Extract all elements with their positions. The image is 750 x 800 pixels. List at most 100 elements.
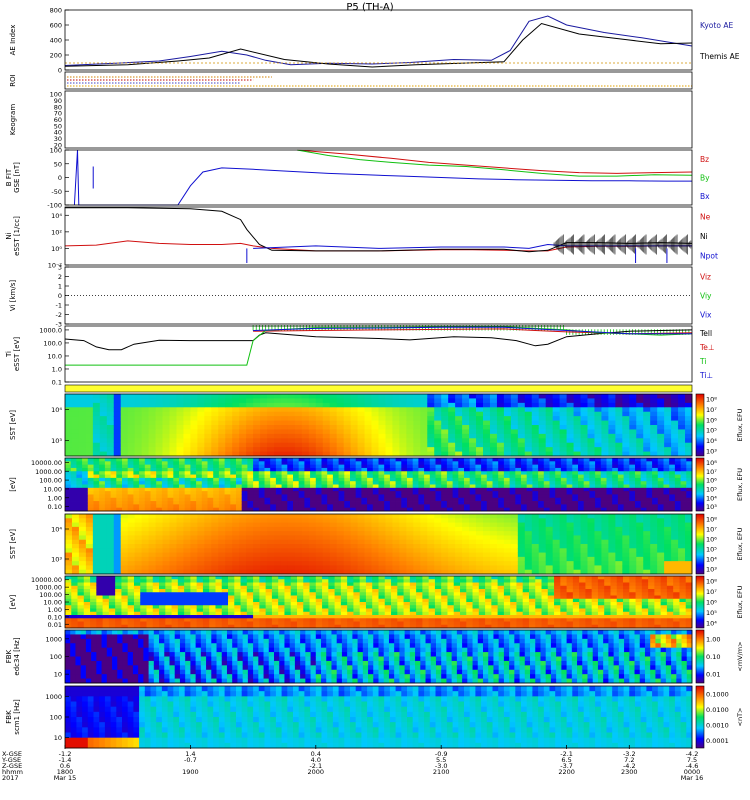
esa_elec-cell xyxy=(71,621,78,626)
esa_ion-cell xyxy=(275,464,282,469)
esa_ion-cell xyxy=(686,481,693,485)
sst_ion-cell xyxy=(503,433,512,439)
esa_elec-cell xyxy=(322,579,329,583)
esa_ion-cell xyxy=(595,471,602,475)
sst_elec-cell xyxy=(608,518,616,523)
sst_elec-cell xyxy=(371,569,379,575)
sst_elec-cell xyxy=(503,531,512,536)
sst_ion-cell xyxy=(371,398,379,404)
esa_ion-cell xyxy=(600,504,607,509)
sst_ion-cell xyxy=(253,429,261,435)
sst_elec-cell xyxy=(664,514,672,519)
sst_elec-cell xyxy=(392,569,400,575)
sst_elec-cell xyxy=(294,522,303,528)
sst_elec-cell xyxy=(378,565,386,571)
sst_elec-cell xyxy=(685,561,693,566)
sst_ion-cell xyxy=(92,425,101,430)
esa_ion-cell xyxy=(452,494,459,499)
sst_elec-cell xyxy=(496,565,505,571)
esa_ion-cell xyxy=(99,481,106,485)
esa_elec-cell xyxy=(221,598,229,603)
esa_ion-cell xyxy=(389,471,396,475)
esa_elec-cell xyxy=(102,579,110,583)
esa_elec-cell xyxy=(215,611,223,616)
esa_ion-cell xyxy=(127,481,134,485)
sst_ion-cell xyxy=(232,407,240,413)
sst_ion-cell xyxy=(573,416,581,421)
sst_elec-cell xyxy=(664,565,672,571)
sst_ion-cell xyxy=(622,442,630,448)
esa_ion-cell xyxy=(458,477,465,482)
sst_elec-cell xyxy=(350,548,358,553)
sst_ion-cell xyxy=(427,425,435,430)
esa_ion-cell xyxy=(201,501,208,505)
esa_ion-cell xyxy=(384,461,391,466)
sst_elec-cell xyxy=(322,514,331,519)
esa_ion-cell xyxy=(327,481,334,485)
esa_elec-cell xyxy=(328,579,336,583)
esa_elec-cell xyxy=(177,576,185,580)
esa_elec-cell xyxy=(246,592,254,596)
sst_elec-cell xyxy=(455,565,463,571)
esa_ion-cell xyxy=(372,507,379,512)
sst_elec-cell xyxy=(322,535,331,541)
esa_ion-cell xyxy=(350,484,357,489)
sst_ion-cell xyxy=(183,438,191,444)
sst_ion-cell xyxy=(594,407,602,413)
sst_ion-cell xyxy=(378,433,386,439)
sst_elec-cell xyxy=(427,544,435,549)
sst_ion-cell xyxy=(232,433,240,439)
esa_ion-cell xyxy=(418,477,425,482)
esa_ion-cell xyxy=(492,497,499,502)
sst_elec-cell xyxy=(434,535,442,541)
esa_ion-cell xyxy=(184,501,191,505)
esa_ion-cell xyxy=(104,491,111,495)
sst_elec-cell xyxy=(364,539,372,545)
esa_ion-cell xyxy=(87,487,94,492)
esa_ion-cell xyxy=(629,491,636,495)
esa_ion-cell xyxy=(640,481,647,485)
sst_ion-cell xyxy=(685,420,693,426)
sst_ion-cell xyxy=(364,407,372,413)
esa_elec-cell xyxy=(278,595,285,600)
esa_ion-cell xyxy=(395,487,402,492)
esa_ion-cell xyxy=(327,504,334,509)
sst_elec-cell xyxy=(253,561,261,566)
sst_elec-cell xyxy=(239,535,247,541)
esa_ion-cell xyxy=(412,477,419,482)
esa_elec-cell xyxy=(284,598,292,603)
esa_ion-cell xyxy=(412,487,419,492)
esa_elec-cell xyxy=(77,582,85,587)
esa_ion-cell xyxy=(663,487,670,492)
esa_ion-cell xyxy=(258,501,265,505)
esa_ion-cell xyxy=(201,507,208,512)
esa_elec-cell xyxy=(290,598,298,603)
sst_ion-cell xyxy=(294,425,303,430)
sst_elec-cell xyxy=(622,552,630,558)
sst_ion-cell xyxy=(580,442,588,448)
sst_ion-cell xyxy=(71,394,80,399)
esa_elec-cell xyxy=(215,579,223,583)
esa_ion-cell xyxy=(521,464,528,469)
sst_elec-cell xyxy=(524,569,533,575)
sst_elec-cell xyxy=(615,544,623,549)
sst_elec-cell xyxy=(343,531,352,536)
esa_ion-cell xyxy=(435,484,442,489)
sst_ion-cell xyxy=(448,420,456,426)
esa_ion-cell xyxy=(338,471,345,475)
sst_elec-cell xyxy=(420,526,428,532)
sst_elec-cell xyxy=(615,565,623,571)
sst_ion-cell xyxy=(531,425,540,430)
esa_ion-cell xyxy=(332,467,339,472)
esa_ion-cell xyxy=(65,487,72,492)
esa_ion-cell xyxy=(384,507,391,512)
esa_elec-cell xyxy=(96,602,104,606)
esa_ion-cell xyxy=(401,507,408,512)
sst_ion-cell xyxy=(169,429,177,435)
sst_elec-cell xyxy=(371,518,379,523)
sst_elec-cell xyxy=(120,526,129,532)
sst_ion-cell xyxy=(267,438,275,444)
sst_elec-cell xyxy=(301,531,310,536)
esa_elec-cell xyxy=(202,618,210,622)
sst_elec-cell xyxy=(524,561,533,566)
